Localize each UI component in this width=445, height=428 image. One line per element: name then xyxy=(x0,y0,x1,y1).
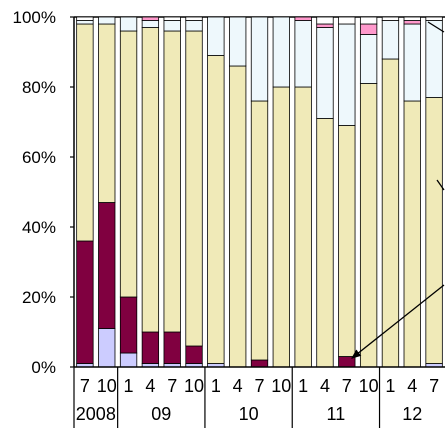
annotation-arrow-0 xyxy=(351,284,445,359)
year-label-0: 2008 xyxy=(76,404,116,424)
bar-segment-2-s0 xyxy=(119,352,138,368)
year-label-4: 12 xyxy=(402,404,422,424)
bar-segment-3-s4 xyxy=(141,16,160,21)
bar-segment-10-s2 xyxy=(294,86,312,368)
bar-segment-6-s2 xyxy=(207,55,225,364)
y-tick-label-4: 80% xyxy=(22,78,56,97)
bar-segment-5-s5 xyxy=(185,16,203,21)
y-tick-label-3: 60% xyxy=(22,148,56,167)
bar-segment-6-s3 xyxy=(207,16,225,56)
bar-segment-11-s2 xyxy=(316,118,334,368)
bar-segment-13-s2 xyxy=(359,83,378,368)
bar-segment-3-s1 xyxy=(141,331,160,364)
annotation-leader-middle xyxy=(436,179,445,191)
bar-segment-15-s3 xyxy=(403,23,421,102)
x-tick-label-4: 7 xyxy=(167,376,177,396)
bar-segment-1-s3 xyxy=(98,16,116,25)
bar-segment-0-s3 xyxy=(76,20,94,25)
x-tick-label-7: 4 xyxy=(233,376,243,396)
x-tick-label-6: 1 xyxy=(211,376,221,396)
bar-segment-1-s0 xyxy=(98,328,116,368)
bar-segment-9-s2 xyxy=(272,86,290,368)
bar-segment-4-s2 xyxy=(163,30,181,333)
bar-segment-8-s2 xyxy=(250,100,269,361)
x-tick-label-11: 4 xyxy=(320,376,330,396)
bar-segment-14-s2 xyxy=(381,58,400,368)
x-tick-label-3: 4 xyxy=(145,376,155,396)
bar-segment-2-s1 xyxy=(119,296,138,354)
bar-segment-15-s4 xyxy=(403,20,421,25)
x-tick-label-10: 1 xyxy=(298,376,308,396)
bar-segment-9-s3 xyxy=(272,16,290,88)
bar-segment-4-s3 xyxy=(163,20,181,32)
y-tick-labels: 0% 20% 40% 60% 80% 100% xyxy=(13,8,56,377)
year-label-1: 09 xyxy=(151,404,171,424)
y-tick-label-0: 0% xyxy=(31,358,56,377)
bar-segment-7-s3 xyxy=(229,16,247,67)
bar-segment-1-s2 xyxy=(98,23,116,203)
bar-segment-8-s1 xyxy=(250,359,269,368)
bars xyxy=(76,16,443,368)
x-tick-label-0: 7 xyxy=(80,376,90,396)
bar-segment-12-s3 xyxy=(338,23,356,126)
bar-segment-5-s3 xyxy=(185,20,203,32)
y-tick-label-5: 100% xyxy=(13,8,56,27)
year-labels: 2008 09 10 11 12 xyxy=(76,404,422,424)
bar-segment-14-s5 xyxy=(381,16,400,21)
x-tick-label-1: 10 xyxy=(97,376,117,396)
x-tick-label-9: 10 xyxy=(271,376,291,396)
x-tick-label-12: 7 xyxy=(342,376,352,396)
y-tick-label-2: 40% xyxy=(22,218,56,237)
bar-segment-0-s2 xyxy=(76,23,94,242)
x-tick-label-16: 7 xyxy=(429,376,439,396)
bar-segment-2-s2 xyxy=(119,30,138,298)
x-tick-label-8: 7 xyxy=(254,376,264,396)
bar-segment-5-s1 xyxy=(185,345,203,364)
bar-segment-5-s2 xyxy=(185,30,203,347)
bar-segment-4-s1 xyxy=(163,331,181,364)
x-tick-label-13: 10 xyxy=(359,376,379,396)
bar-segment-11-s4 xyxy=(316,23,334,28)
bar-segment-0-s1 xyxy=(76,240,94,364)
bar-segment-7-s2 xyxy=(229,65,247,368)
bar-segment-16-s2 xyxy=(425,97,443,364)
y-tick-label-1: 20% xyxy=(22,288,56,307)
bar-segment-1-s1 xyxy=(98,202,116,329)
x-tick-label-15: 4 xyxy=(407,376,417,396)
bar-segment-8-s3 xyxy=(250,16,269,102)
bar-segment-14-s3 xyxy=(381,20,400,60)
bar-segment-16-s5 xyxy=(425,16,443,21)
axes xyxy=(70,16,445,428)
bar-segment-15-s5 xyxy=(403,16,421,21)
bar-segment-4-s5 xyxy=(163,16,181,21)
bar-segment-13-s3 xyxy=(359,34,378,84)
bar-segment-3-s3 xyxy=(141,20,160,28)
bar-segment-10-s4 xyxy=(294,16,312,21)
bar-segment-3-s2 xyxy=(141,27,160,333)
bar-segment-11-s5 xyxy=(316,16,334,25)
x-tick-label-14: 1 xyxy=(385,376,395,396)
bar-segment-11-s3 xyxy=(316,27,334,119)
bar-segment-2-s3 xyxy=(119,16,138,32)
bar-segment-10-s3 xyxy=(294,20,312,88)
bar-segment-13-s5 xyxy=(359,16,378,25)
x-tick-labels: 7 10 1 4 7 10 1 4 7 10 1 4 7 10 1 4 7 xyxy=(80,376,439,396)
annotation-leader-top xyxy=(427,21,445,33)
bar-segment-15-s2 xyxy=(403,100,421,368)
year-label-3: 11 xyxy=(327,404,346,424)
annotations xyxy=(351,21,445,359)
bar-segment-0-s5 xyxy=(76,16,94,21)
x-tick-label-2: 1 xyxy=(124,376,134,396)
bar-segment-12-s2 xyxy=(338,125,356,357)
bar-segment-12-s5 xyxy=(338,16,356,25)
year-label-2: 10 xyxy=(239,404,259,424)
x-tick-label-5: 10 xyxy=(184,376,204,396)
bar-segment-16-s3 xyxy=(425,20,443,98)
bar-segment-13-s4 xyxy=(359,23,378,35)
